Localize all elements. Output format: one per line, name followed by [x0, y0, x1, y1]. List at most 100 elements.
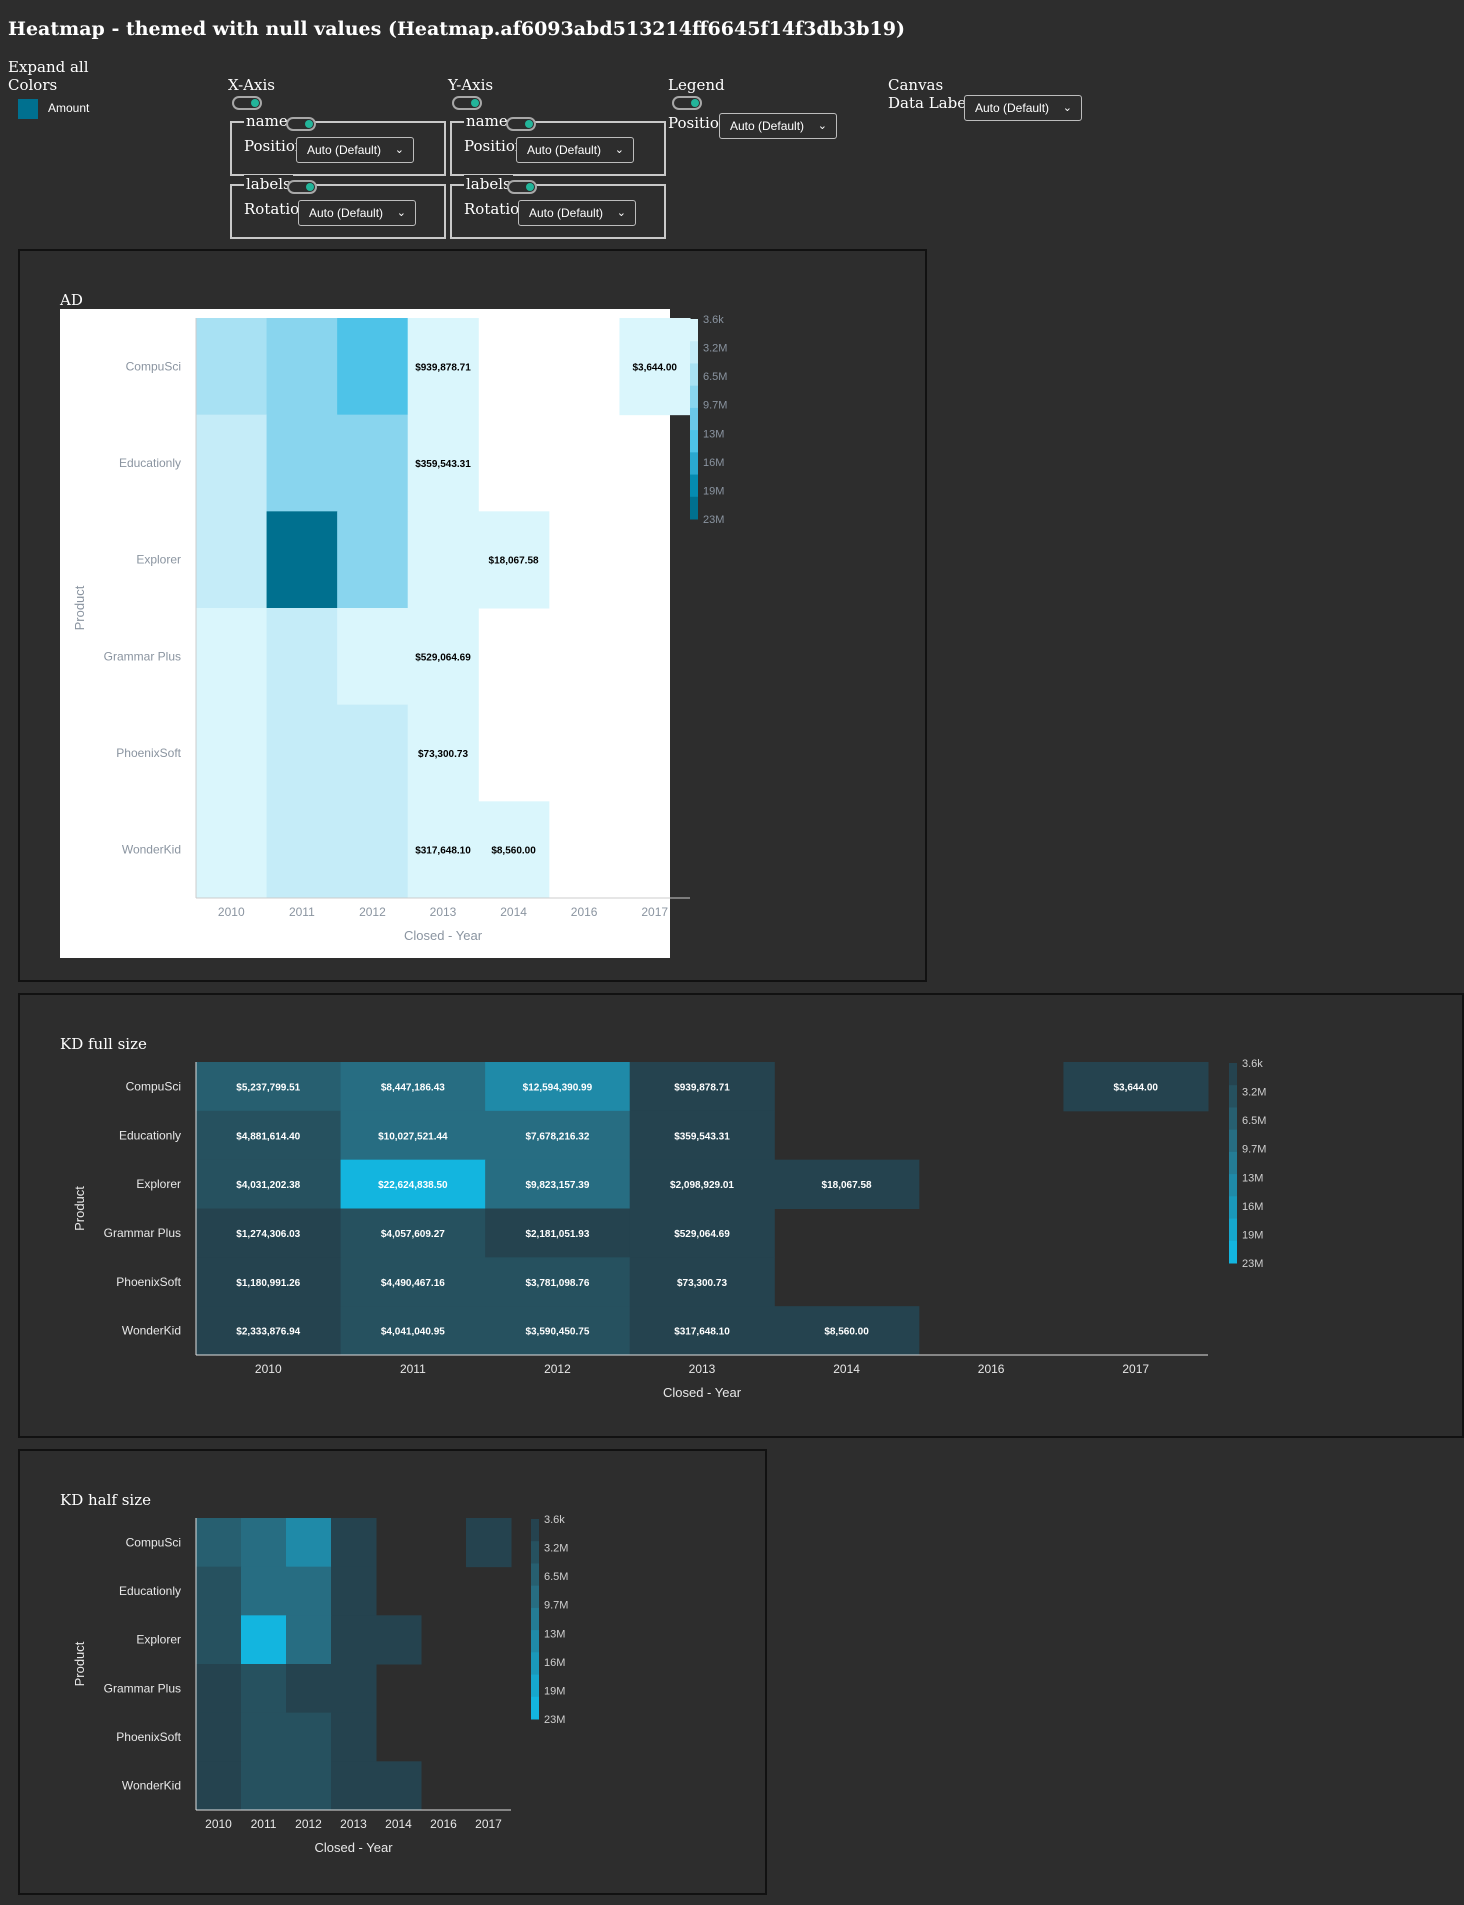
x-axis-position-select[interactable]: Auto (Default) ⌄: [296, 137, 414, 163]
heatmap-cell: [485, 1110, 631, 1161]
color-scale-tick-label: 16M: [1242, 1201, 1263, 1213]
x-tick-label: 2010: [255, 1362, 282, 1376]
color-scale-tick-label: 3.2M: [1242, 1087, 1266, 1099]
cell-data-label: $10,027,521.44: [378, 1131, 448, 1142]
color-scale-segment: [531, 1652, 539, 1676]
heatmap-cell: [196, 1208, 342, 1258]
heatmap-cell: [337, 704, 409, 802]
color-scale-segment: [1229, 1107, 1237, 1131]
cell-data-label: $4,881,614.40: [236, 1131, 300, 1142]
color-scale-segment: [531, 1541, 539, 1564]
select-value: Auto (Default): [529, 206, 604, 220]
toggle-knob: [305, 120, 313, 128]
color-scale-segment: [531, 1674, 539, 1698]
color-scale-segment: [690, 407, 698, 431]
kd-full-chart-title: KD full size: [60, 1035, 147, 1053]
heatmap-cell: [266, 511, 338, 609]
cell-data-label: $5,237,799.51: [236, 1082, 300, 1093]
amount-legend-label: Amount: [48, 101, 90, 115]
y-axis-position-select[interactable]: Auto (Default) ⌄: [516, 137, 634, 163]
heatmap-cell: [407, 608, 479, 706]
legend-toggle[interactable]: [672, 96, 702, 110]
heatmap-cell: [485, 1159, 631, 1209]
heatmap-cell: [196, 1062, 342, 1112]
x-axis-name-label: name: [246, 112, 288, 130]
x-tick-label: 2010: [205, 1817, 232, 1831]
chevron-down-icon: ⌄: [817, 120, 827, 132]
heatmap-cell: [196, 1159, 342, 1209]
data-labels-select[interactable]: Auto (Default) ⌄: [964, 95, 1082, 121]
heatmap-cell: [340, 1257, 486, 1307]
y-tick-label: Educationly: [119, 1128, 181, 1142]
y-axis-name-toggle[interactable]: [506, 117, 536, 131]
cell-data-label: $9,823,157.39: [525, 1180, 589, 1191]
heatmap-cell: [485, 1306, 631, 1356]
x-axis-rotation-label: Rotation: [244, 200, 309, 218]
heatmap-cell: [619, 318, 691, 416]
heatmap-cell: [407, 511, 479, 609]
y-axis-position-label: Position: [464, 137, 525, 155]
kd-full-heatmap: $5,237,799.51 $8,447,186.43 $12,594,390.99…: [72, 1058, 1266, 1400]
cell-data-label: $3,590,450.75: [525, 1327, 589, 1338]
x-axis-rotation-select[interactable]: Auto (Default) ⌄: [298, 200, 416, 226]
select-value: Auto (Default): [309, 206, 384, 220]
color-scale-segment: [1229, 1085, 1237, 1108]
color-scale-segment: [690, 319, 698, 342]
y-tick-label: Educationly: [119, 1584, 181, 1598]
heatmap-cell: [340, 1110, 486, 1161]
cell-data-label: $2,333,876.94: [236, 1327, 300, 1338]
color-scale-segment: [531, 1607, 539, 1631]
color-scale-segment: [1229, 1063, 1237, 1086]
color-scale-segment: [690, 452, 698, 476]
color-scale-tick-label: 3.2M: [703, 343, 727, 355]
data-labels-label: Data Labels: [888, 94, 979, 112]
y-axis-title: Product: [72, 585, 87, 630]
amount-color-swatch[interactable]: [18, 99, 38, 119]
heatmap-cell: [331, 1518, 377, 1568]
y-axis-rotation-select[interactable]: Auto (Default) ⌄: [518, 200, 636, 226]
heatmap-cell: [466, 1518, 512, 1568]
y-tick-label: Explorer: [136, 553, 181, 567]
ad-chart-title: AD: [60, 291, 83, 309]
y-axis-labels-fieldset: labels Rotation Auto (Default) ⌄: [450, 175, 666, 239]
color-scale-tick-label: 13M: [703, 428, 724, 440]
expand-all-link[interactable]: Expand all: [8, 58, 89, 76]
color-scale-segment: [531, 1585, 539, 1609]
x-tick-label: 2012: [295, 1817, 322, 1831]
color-scale-tick-label: 16M: [703, 457, 724, 469]
legend-position-select[interactable]: Auto (Default) ⌄: [719, 113, 837, 139]
y-tick-label: WonderKid: [122, 843, 181, 857]
x-axis-name-toggle[interactable]: [286, 117, 316, 131]
x-axis-labels-toggle[interactable]: [287, 180, 317, 194]
color-scale-segment: [690, 363, 698, 387]
x-axis-section-label: X-Axis: [228, 76, 275, 94]
color-scale-tick-label: 13M: [544, 1628, 565, 1640]
y-axis-labels-toggle[interactable]: [507, 180, 537, 194]
x-axis-name-fieldset: name Position Auto (Default) ⌄: [230, 112, 446, 176]
x-axis-toggle[interactable]: [232, 96, 262, 110]
color-scale-segment: [531, 1563, 539, 1587]
cell-data-label: $2,098,929.01: [670, 1180, 734, 1191]
page-title: Heatmap - themed with null values (Heatm…: [8, 18, 905, 40]
y-axis-rotation-label: Rotation: [464, 200, 529, 218]
heatmap-cell: [196, 511, 268, 609]
heatmap-cell: [286, 1518, 332, 1568]
heatmap-cell: [337, 318, 409, 416]
heatmap-cell: [241, 1761, 287, 1811]
legend-section-label: Legend: [668, 76, 725, 94]
cell-data-label: $18,067.58: [489, 556, 539, 567]
heatmap-cell: [407, 704, 479, 802]
cell-data-label: $7,678,216.32: [525, 1131, 589, 1142]
heatmap-cell: [266, 801, 338, 899]
heatmap-cell: [331, 1615, 377, 1665]
color-scale-tick-label: 9.7M: [703, 400, 727, 412]
color-scale-segment: [1229, 1240, 1237, 1264]
heatmap-cell: [331, 1566, 377, 1616]
x-tick-label: 2017: [475, 1817, 502, 1831]
x-axis-labels-legend: labels: [244, 175, 293, 193]
x-tick-label: 2014: [500, 905, 527, 919]
heatmap-cell: [340, 1062, 486, 1112]
cell-data-label: $317,648.10: [674, 1327, 730, 1338]
cell-data-label: $2,181,051.93: [525, 1229, 589, 1240]
y-axis-toggle[interactable]: [452, 96, 482, 110]
